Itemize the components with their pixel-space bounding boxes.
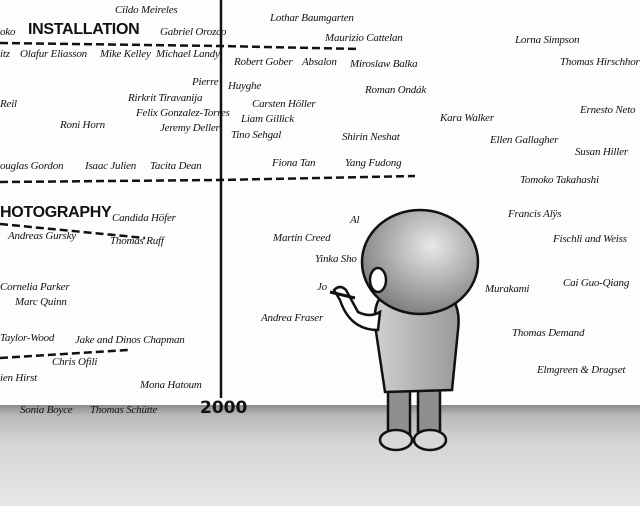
artist-name: Olafur Eliasson xyxy=(20,48,87,60)
artist-name: Huyghe xyxy=(228,80,262,92)
artist-name: Thomas Hirschhorn xyxy=(560,56,640,68)
artist-name: Cai Guo-Qiang xyxy=(563,277,630,289)
artist-name: Gabriel Orozco xyxy=(160,26,227,38)
artist-name: Lothar Baumgarten xyxy=(270,12,354,24)
floor xyxy=(0,405,640,506)
artist-name: Roman Ondák xyxy=(365,84,427,96)
artist-name: Reil xyxy=(0,98,17,110)
artist-name: Michael Landy xyxy=(156,48,220,60)
artist-name: Fischli and Weiss xyxy=(553,233,627,245)
artist-name: Susan Hiller xyxy=(575,146,628,158)
ear xyxy=(368,266,388,294)
artist-name: Maurizio Cattelan xyxy=(325,32,403,44)
artist-name: oko xyxy=(0,26,16,38)
photography-heading: HOTOGRAPHY xyxy=(0,204,112,221)
artist-name: Liam Gillick xyxy=(241,113,294,125)
artist-name: Kara Walker xyxy=(440,112,494,124)
artist-name: Felix Gonzalez-Torres xyxy=(136,107,230,119)
artist-name: Tacita Dean xyxy=(150,160,202,172)
artist-name: Jeremy Deller xyxy=(160,122,220,134)
artist-name: Carsten Höller xyxy=(252,98,316,110)
artist-name: Chris Ofili xyxy=(52,356,98,368)
artist-name: Mona Hatoum xyxy=(140,379,202,391)
head xyxy=(360,208,480,316)
installation-heading: INSTALLATION xyxy=(28,21,140,38)
artist-name: Yang Fudong xyxy=(345,157,402,169)
artist-name: Thomas Ruff xyxy=(110,235,164,247)
artist-name: Jo xyxy=(317,281,327,293)
year-label: 2000 xyxy=(200,398,248,418)
artist-name: itz xyxy=(0,48,10,60)
artist-name: Tomoko Takahashi xyxy=(520,174,599,186)
gallery-wall xyxy=(0,0,640,412)
artist-name: Lorna Simpson xyxy=(515,34,580,46)
artist-name: Yinka Sho xyxy=(315,253,357,265)
artist-name: Thomas Demand xyxy=(512,327,585,339)
photography-dash-line xyxy=(0,222,146,240)
artist-name: Thomas Schütte xyxy=(90,404,158,416)
artist-name: Roni Horn xyxy=(60,119,105,131)
artist-name: Isaac Julien xyxy=(85,160,137,172)
left-shoe xyxy=(378,428,414,452)
artist-name: Andrea Fraser xyxy=(261,312,324,324)
artist-name: Taylor-Wood xyxy=(0,332,55,344)
artist-name: Mike Kelley xyxy=(100,48,151,60)
artist-name: Ernesto Neto xyxy=(580,104,636,116)
right-shoe xyxy=(412,428,448,452)
artist-name: Jake and Dinos Chapman xyxy=(75,334,185,346)
artist-name: Elmgreen & Dragset xyxy=(537,364,626,376)
artist-name: ien Hirst xyxy=(0,372,38,384)
artist-name: Francis Alÿs xyxy=(508,208,562,220)
raised-arm xyxy=(332,285,382,332)
artist-name: Ellen Gallagher xyxy=(490,134,559,146)
artist-name: Shirin Neshat xyxy=(342,131,400,143)
artist-name: ouglas Gordon xyxy=(0,160,64,172)
artist-name: Fiona Tan xyxy=(272,157,316,169)
artist-name: Andreas Gursky xyxy=(8,230,76,242)
installation-dash-line xyxy=(0,41,361,51)
artist-name: Murakami xyxy=(485,283,530,295)
artist-name: Candida Höfer xyxy=(112,212,176,224)
artist-name: Tino Sehgal xyxy=(231,129,282,141)
artist-name: Cornelia Parker xyxy=(0,281,70,293)
artist-name: Sonia Boyce xyxy=(20,404,73,416)
artist-name: Pierre xyxy=(192,76,219,88)
artist-name: Marc Quinn xyxy=(15,296,67,308)
artist-name: Miroslaw Balka xyxy=(350,58,418,70)
artist-name: Absalon xyxy=(302,56,337,68)
artist-name: Robert Gober xyxy=(234,56,293,68)
artist-name: Martin Creed xyxy=(273,232,331,244)
marker-pen xyxy=(329,290,356,300)
era-dash-line xyxy=(0,174,416,184)
artist-name: Cildo Meireles xyxy=(115,4,178,16)
artist-name: Al xyxy=(350,214,360,226)
lower-dash-line xyxy=(0,348,129,360)
artist-name: Rirkrit Tiravanija xyxy=(128,92,203,104)
